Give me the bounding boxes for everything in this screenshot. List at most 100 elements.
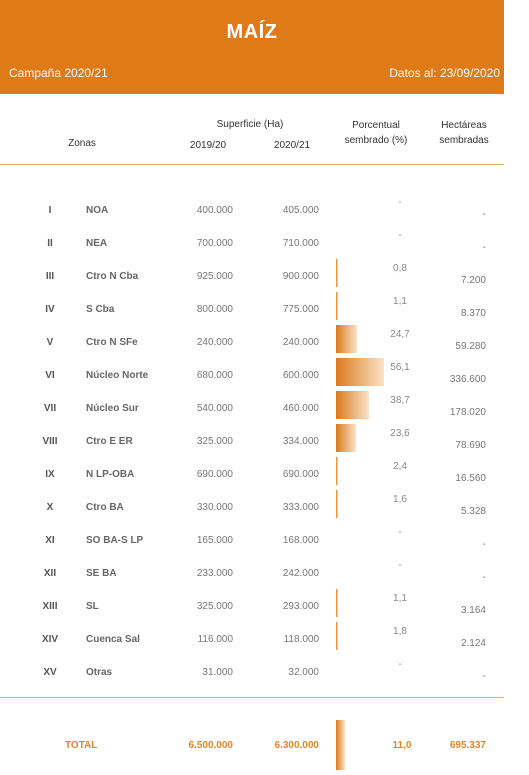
row-zone: Otras xyxy=(86,667,113,678)
percent-bar xyxy=(336,490,338,518)
row-zone: SL xyxy=(86,601,99,612)
table-row: IV S Cba 800.000 775.000 1,1 8.370 xyxy=(0,290,529,323)
col-porcentual-line1: Porcentual xyxy=(352,120,400,131)
row-zone: NOA xyxy=(86,205,109,216)
data-date: Datos al: 23/09/2020 xyxy=(389,66,500,80)
row-roman: II xyxy=(47,238,53,249)
table-row: X Ctro BA 330.000 333.000 1,6 5.328 xyxy=(0,488,529,521)
row-percent: 1,1 xyxy=(393,296,407,307)
row-2019: 325.000 xyxy=(196,436,233,447)
col-2019-header: 2019/20 xyxy=(189,140,227,151)
total-progress-bar xyxy=(336,720,346,770)
row-2019: 330.000 xyxy=(196,502,233,513)
row-percent: 0,8 xyxy=(393,263,407,274)
percent-bar xyxy=(336,622,338,650)
row-hectares: 5.328 xyxy=(460,506,486,517)
row-2020: 32.000 xyxy=(288,667,319,678)
row-percent: 2,4 xyxy=(393,461,407,472)
row-2019: 925.000 xyxy=(196,271,233,282)
table-row: II NEA 700.000 710.000 - - xyxy=(0,224,529,257)
row-hectares: 3.164 xyxy=(460,605,486,616)
total-label: TOTAL xyxy=(65,740,98,751)
row-roman: I xyxy=(48,205,52,216)
header-banner: MAÍZ Campaña 2020/21 Datos al: 23/09/202… xyxy=(0,0,504,94)
percent-bar xyxy=(336,424,357,452)
row-percent: 56,1 xyxy=(390,362,410,373)
row-percent: - xyxy=(398,197,402,208)
row-2019: 31.000 xyxy=(202,667,233,678)
campaign-label: Campaña 2020/21 xyxy=(9,66,108,80)
table-row: VI Núcleo Norte 680.000 600.000 56,1 336.600 xyxy=(0,356,529,389)
table-row: V Ctro N SFe 240.000 240.000 24,7 59.280 xyxy=(0,323,529,356)
total-percent: 11,0 xyxy=(392,740,412,751)
table-row: I NOA 400.000 405.000 - - xyxy=(0,191,529,224)
row-roman: IV xyxy=(45,304,55,315)
table-row: XIII SL 325.000 293.000 1,1 3.164 xyxy=(0,587,529,620)
row-2020: 460.000 xyxy=(282,403,319,414)
row-zone: NEA xyxy=(86,238,108,249)
row-percent: - xyxy=(398,230,402,241)
percent-bar xyxy=(336,325,358,353)
row-hectares: - xyxy=(482,539,486,550)
row-zone: Núcleo Sur xyxy=(86,403,139,414)
row-roman: VIII xyxy=(42,436,58,447)
percent-bar xyxy=(336,259,338,287)
total-hectares: 695.337 xyxy=(449,740,486,751)
col-porcentual-line2: sembrado (%) xyxy=(344,135,408,146)
row-zone: SO BA-S LP xyxy=(86,535,144,546)
row-2019: 540.000 xyxy=(196,403,233,414)
percent-bar xyxy=(336,292,338,320)
row-2019: 325.000 xyxy=(196,601,233,612)
table-row: XI SO BA-S LP 165.000 168.000 - - xyxy=(0,521,529,554)
row-2020: 240.000 xyxy=(282,337,319,348)
row-percent: 1,6 xyxy=(393,494,407,505)
row-zone: Ctro N Cba xyxy=(86,271,139,282)
row-zone: SE BA xyxy=(86,568,117,579)
percent-bar xyxy=(336,589,338,617)
row-2020: 118.000 xyxy=(283,634,319,645)
row-2020: 600.000 xyxy=(282,370,319,381)
row-zone: Núcleo Norte xyxy=(86,370,149,381)
col-superficie-header: Superficie (Ha) xyxy=(216,119,284,130)
row-hectares: - xyxy=(482,572,486,583)
row-2020: 334.000 xyxy=(282,436,319,447)
table-row: III Ctro N Cba 925.000 900.000 0,8 7.200 xyxy=(0,257,529,290)
row-2019: 800.000 xyxy=(196,304,233,315)
row-2019: 680.000 xyxy=(196,370,233,381)
percent-bar xyxy=(336,391,370,419)
row-roman: XV xyxy=(43,667,57,678)
col-porcentual-header: Porcentual sembrado (%) xyxy=(336,118,416,148)
col-hectareas-line1: Hectáreas xyxy=(441,120,487,131)
table-row: XII SE BA 233.000 242.000 - - xyxy=(0,554,529,587)
row-percent: 24,7 xyxy=(390,329,410,340)
row-hectares: 8.370 xyxy=(460,308,486,319)
table-row: IX N LP-OBA 690.000 690.000 2,4 16.560 xyxy=(0,455,529,488)
row-percent: 1,8 xyxy=(393,626,407,637)
row-hectares: - xyxy=(482,242,486,253)
col-hectareas-header: Hectáreas sembradas xyxy=(424,118,504,148)
row-hectares: 2.124 xyxy=(460,638,486,649)
row-hectares: 7.200 xyxy=(460,275,486,286)
row-hectares: - xyxy=(482,671,486,682)
row-2019: 400.000 xyxy=(196,205,233,216)
row-hectares: 78.690 xyxy=(455,440,486,451)
row-roman: VII xyxy=(43,403,57,414)
row-roman: V xyxy=(46,337,54,348)
row-roman: IX xyxy=(45,469,55,480)
row-2020: 900.000 xyxy=(282,271,319,282)
row-hectares: 336.600 xyxy=(449,374,486,385)
row-2020: 710.000 xyxy=(282,238,319,249)
table-row: XIV Cuenca Sal 116.000 118.000 1,8 2.124 xyxy=(0,620,529,653)
table-row: VII Núcleo Sur 540.000 460.000 38,7 178.020 xyxy=(0,389,529,422)
row-2020: 333.000 xyxy=(282,502,319,513)
row-roman: XIV xyxy=(41,634,59,645)
row-2019: 233.000 xyxy=(196,568,233,579)
row-2019: 240.000 xyxy=(196,337,233,348)
row-2019: 700.000 xyxy=(196,238,233,249)
row-roman: XII xyxy=(43,568,57,579)
total-2019: 6.500.000 xyxy=(188,740,234,751)
row-zone: Cuenca Sal xyxy=(86,634,140,645)
row-zone: Ctro N SFe xyxy=(86,337,138,348)
row-2019: 690.000 xyxy=(196,469,233,480)
table-row: VIII Ctro E ER 325.000 334.000 23,6 78.690 xyxy=(0,422,529,455)
